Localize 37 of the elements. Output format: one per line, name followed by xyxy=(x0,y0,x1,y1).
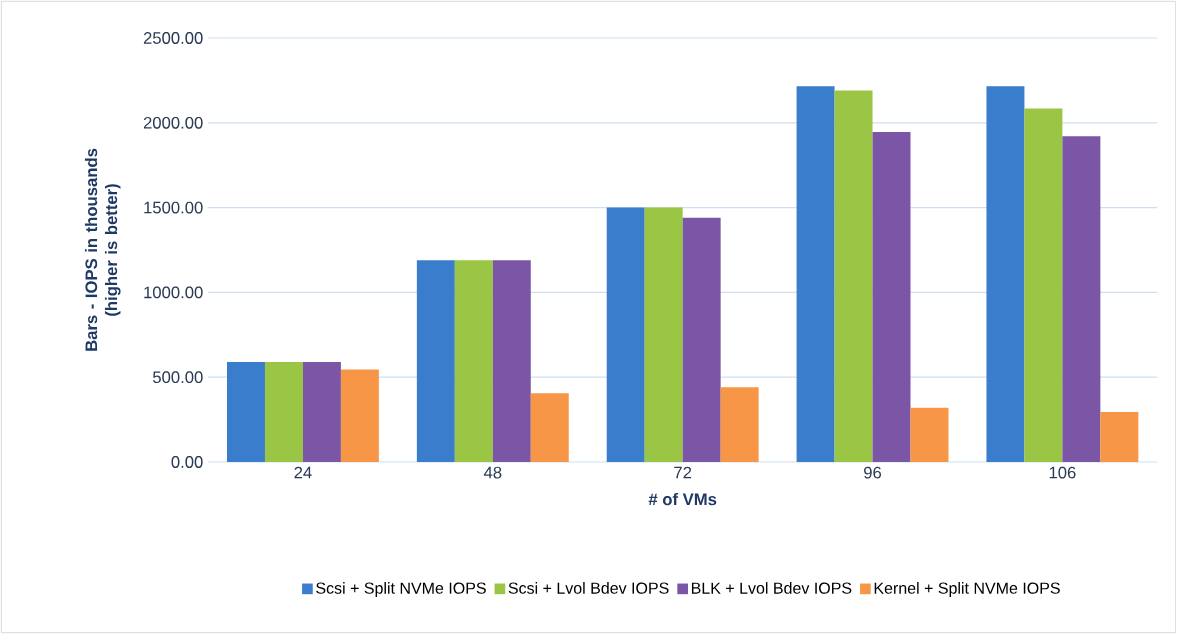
bar xyxy=(910,407,949,462)
x-tick-label: 24 xyxy=(294,466,312,479)
x-axis-title: # of VMs xyxy=(648,492,717,506)
x-tick-label: 72 xyxy=(674,466,692,479)
bar xyxy=(264,361,303,462)
y-tick-label: 2500.00 xyxy=(143,32,203,44)
bar xyxy=(1100,411,1139,462)
y-tick-label: 1000.00 xyxy=(144,286,203,299)
bar xyxy=(227,361,265,462)
bar xyxy=(416,260,455,462)
bar xyxy=(1062,136,1101,462)
legend-label: Kernel + Split NVMe IOPS xyxy=(874,582,1060,597)
bar xyxy=(720,387,759,462)
bar xyxy=(492,260,531,462)
bar xyxy=(1024,108,1063,462)
bar xyxy=(302,361,341,462)
x-tick-label: 106 xyxy=(1049,466,1076,479)
y-tick-label: 500.00 xyxy=(152,371,203,384)
legend-label: BLK + Lvol Bdev IOPS xyxy=(691,582,852,594)
bar xyxy=(340,369,379,462)
bar xyxy=(644,207,683,462)
bar xyxy=(454,260,493,462)
legend-label: Scsi + Split NVMe IOPS xyxy=(316,582,486,597)
legend-label: Scsi + Lvol Bdev IOPS xyxy=(508,582,669,594)
y-tick-label: 1500.00 xyxy=(144,201,203,214)
x-tick-label: 96 xyxy=(864,466,882,479)
bar xyxy=(530,393,569,462)
y-tick-label: 0.00 xyxy=(171,456,203,468)
y-tick-label: 2000.00 xyxy=(143,116,203,129)
bar xyxy=(872,132,911,462)
y-axis-title: Bars - IOPS in thousands (higher is better) xyxy=(84,148,121,351)
bar xyxy=(986,86,1025,462)
bar xyxy=(682,217,721,462)
bar xyxy=(606,207,645,462)
bar xyxy=(834,90,873,462)
x-tick-label: 48 xyxy=(483,466,502,479)
bar xyxy=(796,86,835,462)
